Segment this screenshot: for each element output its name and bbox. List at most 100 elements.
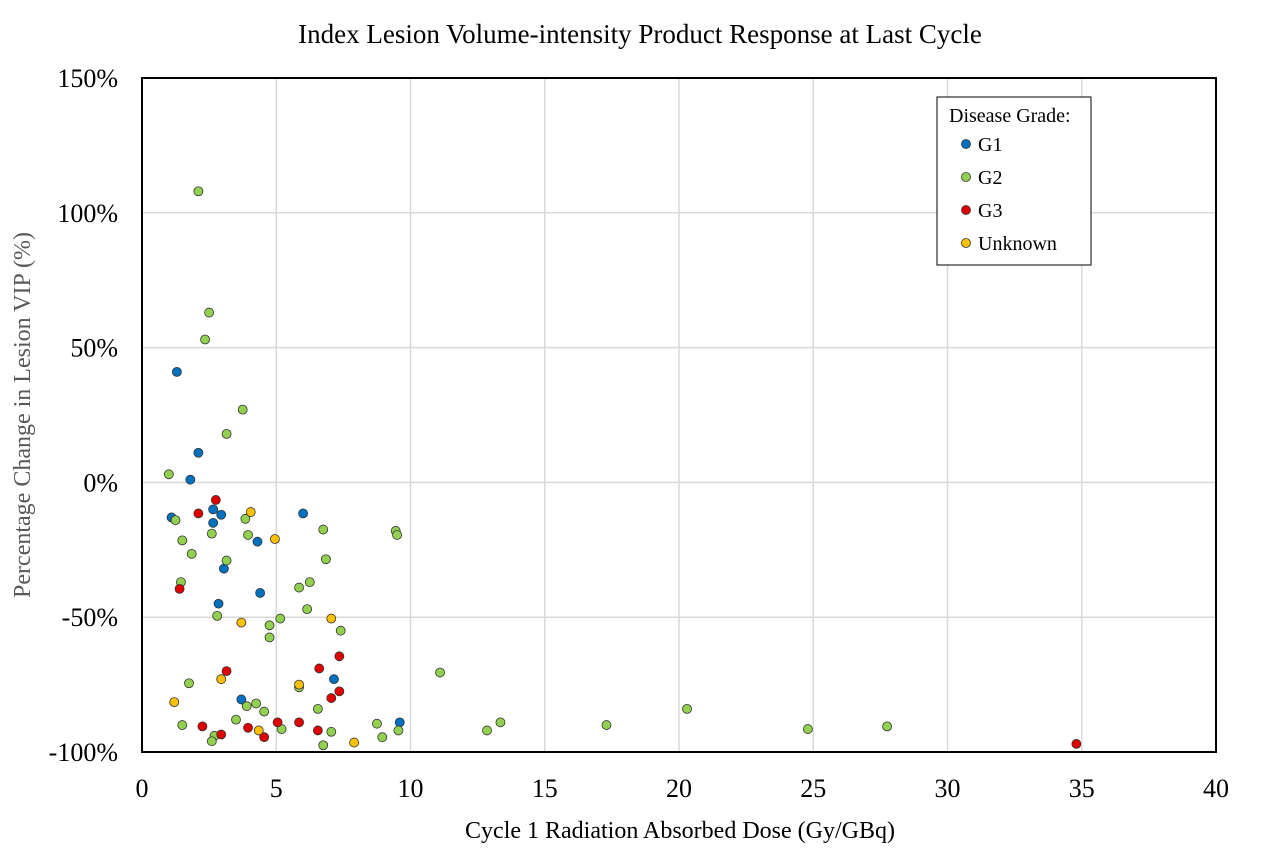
x-tick-label: 20 [666, 774, 692, 803]
legend-label-g3: G3 [978, 200, 1002, 222]
x-tick-label: 40 [1203, 774, 1229, 803]
data-point-g2 [186, 548, 197, 559]
x-tick-label: 35 [1069, 774, 1095, 803]
data-point-g3 [259, 732, 270, 743]
data-point-g3 [210, 495, 221, 505]
data-point-g3 [174, 583, 185, 594]
data-point-g3 [294, 717, 304, 728]
data-point-g2 [393, 725, 404, 736]
x-tick-label: 30 [935, 774, 961, 803]
data-point-unknown [245, 507, 256, 517]
data-point-g2 [259, 706, 270, 717]
y-tick-label: -50% [62, 603, 118, 632]
legend-label-g1: G1 [978, 134, 1002, 156]
legend-label-g2: G2 [978, 167, 1002, 189]
data-point-g2 [206, 528, 217, 539]
x-tick-label: 5 [270, 774, 283, 803]
data-point-g2 [682, 703, 692, 714]
data-point-g1 [236, 694, 247, 705]
data-points [163, 186, 1082, 751]
data-point-g2 [264, 620, 275, 631]
y-tick-label: 0% [83, 468, 118, 497]
data-point-g3 [1071, 739, 1082, 749]
legend-title: Disease Grade: [949, 105, 1071, 127]
data-point-g2 [318, 740, 329, 751]
data-point-g2 [163, 469, 174, 480]
data-point-g1 [218, 563, 229, 574]
data-point-g2 [335, 625, 346, 636]
data-point-unknown [349, 737, 360, 748]
data-point-g2 [241, 701, 252, 712]
data-point-g1 [193, 447, 204, 458]
data-point-unknown [253, 725, 264, 736]
y-tick-label: 100% [57, 199, 118, 228]
data-point-g1 [255, 588, 266, 598]
data-point-g3 [221, 666, 232, 677]
data-point-g1 [185, 474, 196, 485]
chart-title: Index Lesion Volume-intensity Product Re… [298, 19, 982, 49]
data-point-g2 [312, 703, 323, 714]
data-point-g2 [601, 720, 612, 730]
data-point-g2 [304, 577, 315, 588]
data-point-g2 [435, 667, 445, 678]
y-tick-label: -100% [49, 738, 118, 767]
data-point-unknown [236, 617, 247, 628]
data-point-g1 [329, 674, 339, 685]
data-point-g2 [237, 404, 248, 415]
x-tick-label: 0 [136, 774, 149, 803]
x-tick-label: 25 [800, 774, 826, 803]
legend-box [936, 96, 1092, 266]
data-point-g2 [206, 736, 217, 747]
data-point-g2 [802, 724, 813, 734]
data-point-g2 [326, 726, 337, 737]
legend-marker-unknown [961, 238, 971, 248]
data-point-g3 [193, 508, 204, 519]
data-point-g2 [302, 604, 313, 615]
data-point-g2 [177, 720, 188, 730]
x-axis-ticks: 0 5 10 15 20 25 30 35 40 [136, 774, 1230, 803]
data-point-g3 [216, 729, 227, 740]
data-point-g3 [334, 651, 345, 662]
data-point-unknown [270, 534, 280, 544]
legend-items: G1 G2 G3 Unknown [961, 134, 1057, 255]
data-point-g2 [193, 186, 204, 197]
data-point-g2 [240, 513, 251, 524]
data-point-g2 [264, 632, 275, 643]
data-point-g3 [314, 663, 325, 674]
data-point-g3 [326, 693, 337, 703]
data-point-g2 [318, 524, 329, 535]
data-point-unknown [326, 613, 337, 624]
data-point-g2 [377, 732, 388, 743]
x-tick-label: 10 [398, 774, 424, 803]
data-point-g3 [243, 722, 253, 733]
data-point-g2 [275, 613, 286, 624]
y-tick-label: 50% [70, 334, 118, 363]
data-point-g2 [392, 530, 402, 540]
x-tick-label: 15 [532, 774, 558, 803]
data-point-g2 [170, 515, 181, 526]
y-tick-label: 150% [57, 64, 118, 93]
data-point-g3 [197, 721, 208, 732]
data-point-g1 [208, 517, 219, 528]
data-point-g2 [321, 554, 331, 565]
data-point-g2 [251, 698, 262, 709]
data-point-unknown [169, 697, 180, 708]
data-point-g1 [394, 717, 405, 728]
data-point-g3 [334, 686, 345, 697]
y-axis-ticks: -100% -50% 0% 50% 100% 150% [49, 64, 118, 767]
data-point-g1 [208, 504, 219, 515]
legend-label-unknown: Unknown [978, 233, 1057, 255]
data-point-g1 [298, 508, 309, 519]
legend-marker-g1 [961, 139, 971, 149]
data-point-unknown [216, 674, 227, 685]
data-point-g2 [231, 714, 241, 725]
plot-area-border [141, 77, 1217, 753]
data-point-g1 [213, 598, 224, 609]
data-point-g2 [495, 717, 506, 728]
data-point-g2 [882, 721, 892, 732]
data-point-g2 [177, 535, 188, 546]
legend-marker-g3 [961, 205, 971, 215]
data-point-g2 [221, 555, 232, 566]
legend: Disease Grade: G1 G2 G3 Unknown [936, 96, 1092, 266]
